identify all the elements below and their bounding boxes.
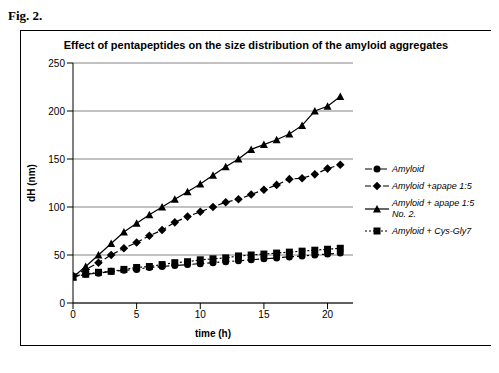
html-text:Amyloid + Cys-Gly7: Amyloid + Cys-Gly7 — [392, 225, 472, 236]
svg-text:50: 50 — [54, 250, 66, 261]
svg-text:250: 250 — [48, 58, 65, 69]
html-text:Amyloid +apape 1:5: Amyloid +apape 1:5 — [392, 180, 472, 191]
svg-text:20: 20 — [322, 309, 334, 320]
svg-text:0: 0 — [59, 298, 65, 309]
html-text:Fig. 2.: Fig. 2. — [8, 8, 43, 23]
svg-text:5: 5 — [134, 309, 140, 320]
svg-text:time (h): time (h) — [195, 328, 231, 339]
html-text:Effect of pentapeptides on the: Effect of pentapeptides on the size dist… — [63, 39, 449, 51]
svg-text:150: 150 — [48, 154, 65, 165]
svg-text:100: 100 — [48, 202, 65, 213]
html-text:Amyloid + apape 1:5 No. 2.: Amyloid + apape 1:5 No. 2. — [392, 197, 475, 219]
svg-text:15: 15 — [258, 309, 270, 320]
svg-text:dH (nm): dH (nm) — [26, 164, 37, 202]
svg-text:200: 200 — [48, 106, 65, 117]
svg-text:10: 10 — [195, 309, 207, 320]
html-text:Amyloid: Amyloid — [392, 163, 424, 174]
svg-text:0: 0 — [70, 309, 76, 320]
